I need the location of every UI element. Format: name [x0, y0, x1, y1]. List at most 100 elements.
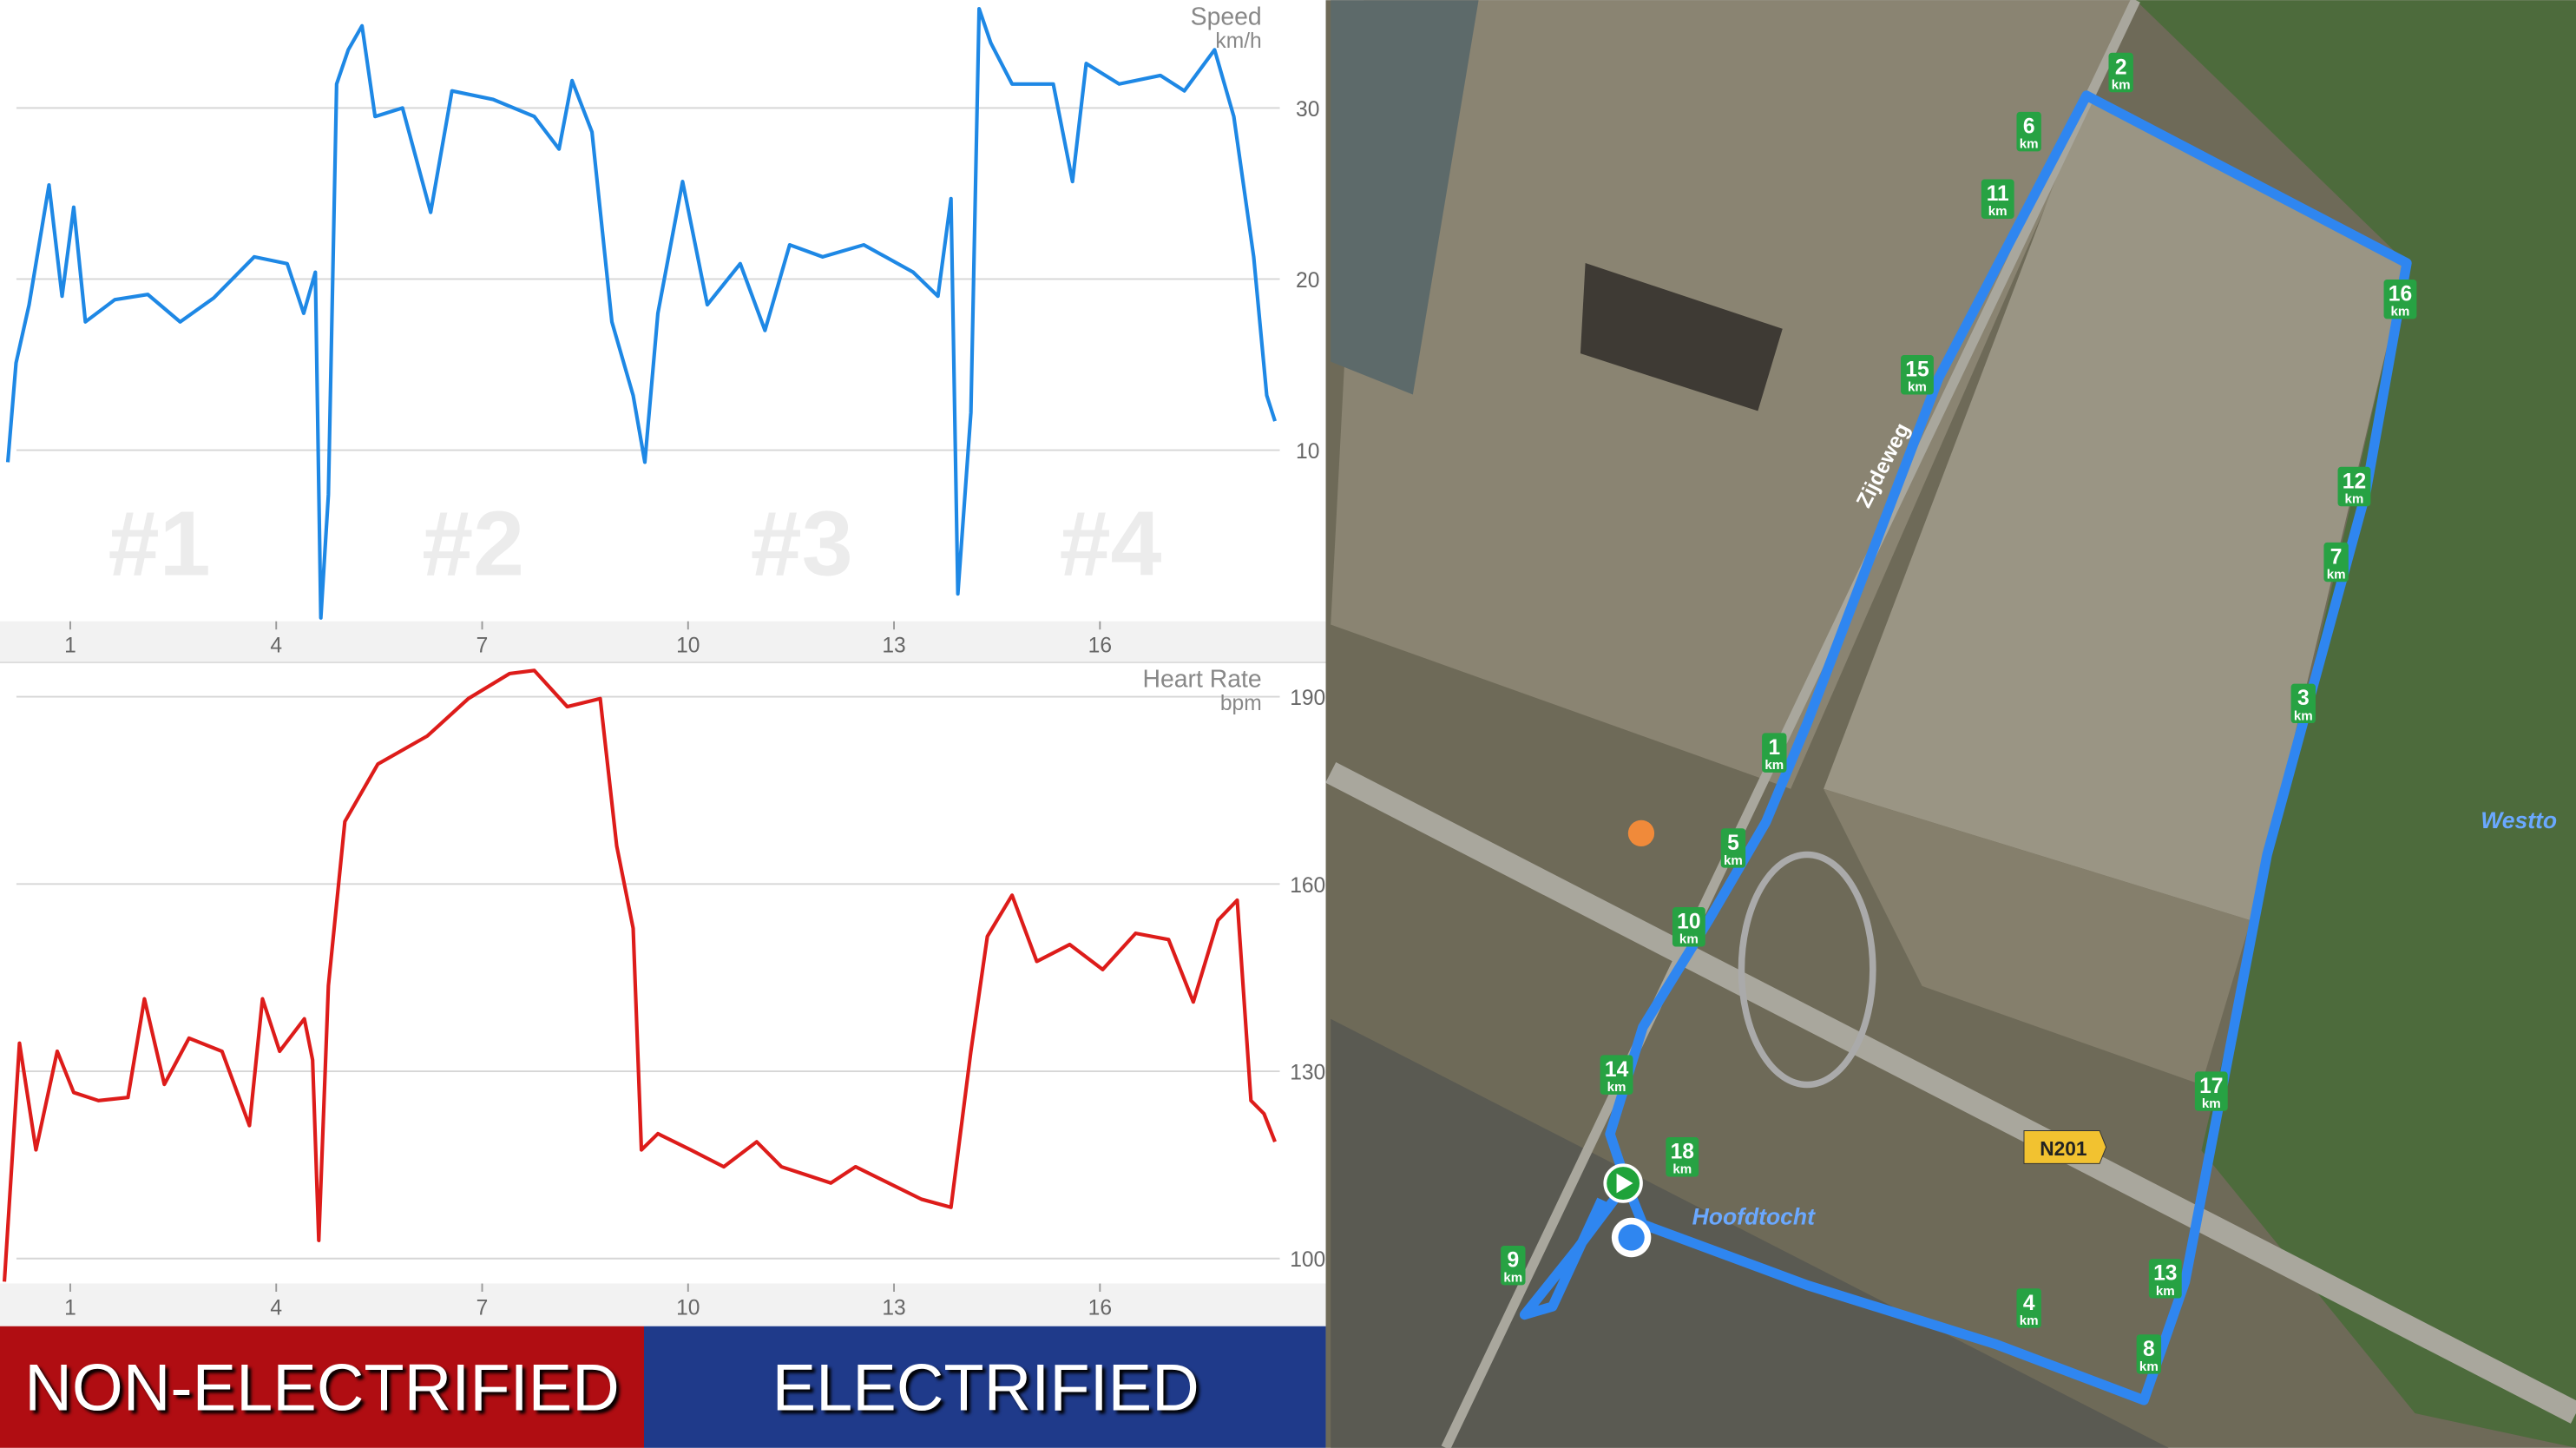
- km-marker-number: 2: [2115, 56, 2127, 79]
- km-marker-number: 9: [1507, 1249, 1519, 1273]
- km-marker-unit: km: [1503, 1271, 1522, 1286]
- km-marker-unit: km: [2327, 567, 2346, 582]
- chart-panel: [0, 0, 1326, 1448]
- km-marker-number: 14: [1605, 1058, 1629, 1082]
- km-marker-unit: km: [2156, 1284, 2175, 1299]
- location-dot: [1618, 1224, 1645, 1251]
- banner-blue: [644, 1326, 1326, 1448]
- km-marker-number: 18: [1671, 1141, 1694, 1164]
- km-marker-unit: km: [1672, 1162, 1692, 1177]
- map: N201 Zijdeweg Hoofdtocht Westto: [1325, 0, 2576, 1448]
- poi: [1627, 819, 1655, 847]
- y-tick-label: 30: [1296, 98, 1319, 122]
- km-marker-unit: km: [2020, 1313, 2039, 1328]
- x-tick-label: 10: [676, 635, 700, 658]
- km-marker: [2323, 542, 2349, 582]
- y-tick-label: 10: [1296, 440, 1319, 464]
- km-marker: [2016, 111, 2041, 152]
- km-marker: [2290, 683, 2316, 724]
- banner-red: [0, 1326, 644, 1448]
- water-label: Hoofdtocht: [1692, 1203, 1816, 1229]
- place-label: Westto: [2481, 807, 2557, 833]
- x-tick-label: 4: [270, 1296, 282, 1320]
- km-marker-number: 6: [2023, 115, 2035, 139]
- km-marker-unit: km: [1679, 932, 1699, 947]
- km-marker: [1720, 828, 1746, 868]
- interchange: [1738, 851, 1876, 1089]
- km-marker-unit: km: [2391, 305, 2410, 319]
- y-tick-label: 130: [1290, 1061, 1325, 1084]
- km-marker: [2108, 52, 2133, 93]
- banner-label: ELECTRIFIED: [772, 1351, 1199, 1425]
- km-marker: [2016, 1288, 2041, 1328]
- km-marker-number: 11: [1987, 182, 2009, 206]
- highway-label: N201: [2040, 1137, 2086, 1160]
- km-marker: [1981, 179, 2014, 219]
- km-marker-number: 10: [1677, 911, 1700, 934]
- km-marker-number: 15: [1905, 359, 1929, 382]
- x-tick-label: 7: [476, 635, 489, 658]
- km-marker-unit: km: [1764, 758, 1784, 773]
- data-line: [5, 6, 1277, 620]
- segment-label: #2: [422, 493, 524, 596]
- x-tick-label: 1: [64, 635, 76, 658]
- km-marker-number: 8: [2143, 1338, 2155, 1361]
- km-marker: [1501, 1245, 1526, 1286]
- data-line: [2, 668, 1277, 1282]
- y-tick-label: 160: [1290, 874, 1325, 898]
- x-tick-label: 13: [882, 1296, 905, 1320]
- km-marker-unit: km: [2294, 708, 2313, 723]
- y-tick-label: 100: [1290, 1248, 1325, 1272]
- km-marker-number: 7: [2330, 545, 2343, 569]
- y-axis-title: Heart Rate: [1142, 665, 1261, 693]
- km-marker-number: 4: [2023, 1292, 2035, 1315]
- field: [1824, 788, 2251, 1085]
- km-marker: [2194, 1071, 2228, 1111]
- banner-label: NON-ELECTRIFIED: [24, 1351, 620, 1425]
- km-marker: [2148, 1259, 2182, 1299]
- km-marker-number: 17: [2199, 1075, 2223, 1098]
- road: [1441, 0, 2140, 1448]
- km-marker-unit: km: [1724, 853, 1743, 868]
- segment-label: #4: [1060, 493, 1162, 596]
- km-marker: [2337, 466, 2371, 507]
- km-marker: [2383, 279, 2417, 319]
- field-dark: [1580, 263, 1783, 411]
- route: [1519, 90, 2412, 1405]
- km-marker: [1600, 1055, 1633, 1095]
- km-marker-unit: km: [2139, 1359, 2159, 1374]
- x-tick-label: 10: [676, 1296, 700, 1320]
- x-axis-band: [0, 621, 1326, 663]
- km-marker-unit: km: [2112, 77, 2131, 92]
- km-marker: [1901, 355, 1934, 395]
- x-tick-label: 13: [882, 635, 905, 658]
- segment-label: #1: [108, 493, 211, 596]
- km-marker-unit: km: [1607, 1080, 1626, 1095]
- km-marker-unit: km: [1988, 204, 2008, 219]
- km-marker-number: 12: [2343, 470, 2366, 493]
- km-marker: [1666, 1137, 1699, 1177]
- meadow: [2135, 0, 2576, 1448]
- km-marker-number: 1: [1768, 736, 1780, 760]
- km-marker-unit: km: [2202, 1096, 2221, 1111]
- km-marker-number: 16: [2389, 283, 2412, 306]
- km-marker: [2136, 1334, 2162, 1374]
- field: [1824, 98, 2408, 921]
- km-marker-unit: km: [2345, 491, 2364, 506]
- start-icon: [1616, 1173, 1633, 1194]
- x-tick-label: 7: [476, 1296, 489, 1320]
- km-marker-number: 5: [1727, 832, 1739, 855]
- km-marker-number: 13: [2153, 1262, 2177, 1286]
- greenhouses: [1331, 0, 1479, 395]
- x-tick-label: 16: [1088, 635, 1112, 658]
- x-axis-band: [0, 1283, 1326, 1326]
- km-marker-unit: km: [2020, 137, 2039, 152]
- segment-label: #3: [751, 493, 853, 596]
- highway: [1325, 762, 2576, 1424]
- km-marker: [1762, 733, 1787, 773]
- y-axis-unit: km/h: [1215, 30, 1261, 53]
- km-marker-unit: km: [1908, 380, 1927, 395]
- km-marker: [1672, 907, 1705, 947]
- x-tick-label: 4: [270, 635, 282, 658]
